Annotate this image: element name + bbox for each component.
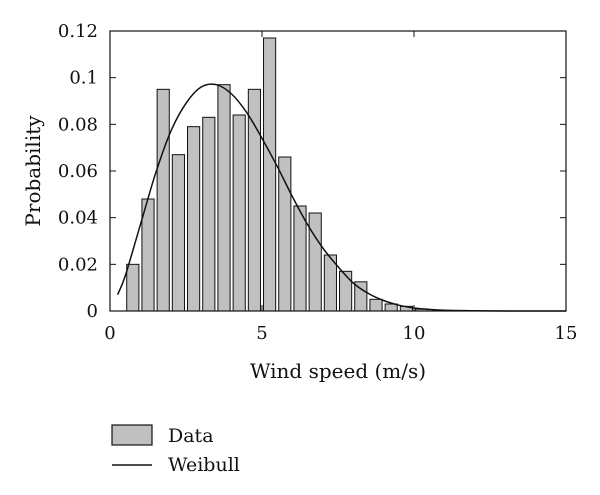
histogram-bar (156, 88, 170, 312)
histogram-bar (247, 88, 261, 312)
histogram-bar (232, 114, 246, 312)
y-axis-title: Probability (21, 115, 45, 227)
legend-swatch-data (111, 424, 153, 446)
histogram-bar (217, 84, 231, 312)
x-tick-label: 10 (403, 323, 426, 344)
ticks-layer: 0 5 10 15 0 0.02 0.04 0.06 0.08 0.1 0.12 (58, 21, 578, 344)
y-tick-label: 0.12 (58, 21, 98, 42)
y-tick-label: 0.08 (58, 114, 98, 135)
legend-label-data: Data (168, 425, 214, 447)
histogram-bar (308, 212, 322, 312)
weibull-curve (116, 83, 566, 312)
line-layer (116, 83, 566, 312)
y-tick-label: 0 (87, 301, 98, 322)
histogram-bar (171, 154, 185, 312)
histogram-bar (369, 298, 383, 312)
histogram-bar (339, 270, 353, 312)
legend: Data Weibull (111, 424, 240, 476)
x-axis-title: Wind speed (m/s) (250, 359, 426, 383)
x-tick-label: 15 (555, 323, 578, 344)
x-tick-label: 5 (256, 323, 267, 344)
y-tick-label: 0.1 (69, 68, 98, 89)
bars-layer (126, 37, 429, 312)
y-tick-label: 0.06 (58, 161, 98, 182)
x-tick-label: 0 (104, 323, 115, 344)
histogram-bar (293, 205, 307, 312)
histogram-bar (202, 116, 216, 312)
histogram-bar (187, 126, 201, 312)
histogram-bar (126, 263, 140, 312)
y-tick-label: 0.02 (58, 254, 98, 275)
y-tick-label: 0.04 (58, 208, 98, 229)
histogram-bar (263, 37, 277, 312)
legend-label-weibull: Weibull (168, 454, 240, 476)
